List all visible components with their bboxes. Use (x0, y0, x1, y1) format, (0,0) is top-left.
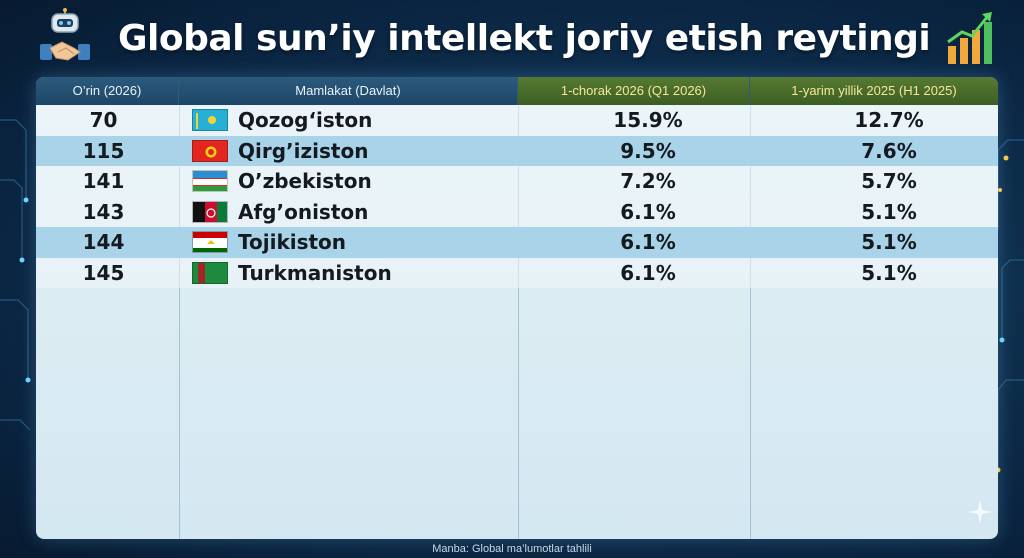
column-header-q1-2026: 1-chorak 2026 (Q1 2026) (518, 77, 750, 105)
table-row: 145 Turkmaniston 6.1% 5.1% (36, 257, 998, 289)
header: Global sun’iy intellekt joriy etish reyt… (0, 0, 1024, 76)
table-header: O’rin (2026) Mamlakat (Davlat) 1-chorak … (36, 77, 998, 105)
rank-cell: 143 (82, 199, 125, 224)
country-name: Afg’oniston (238, 199, 369, 224)
q1-2026-value: 7.2% (620, 169, 676, 193)
table-body: 70 Qozog‘iston 15.9% 12.7% 115 Qirg’izis… (36, 105, 998, 288)
country-name: Turkmaniston (238, 260, 392, 285)
kyrgyzstan-flag-icon (192, 139, 228, 162)
q1-2026-value: 6.1% (620, 230, 676, 254)
column-divider (750, 77, 751, 539)
page-title: Global sun’iy intellekt joriy etish reyt… (118, 18, 931, 59)
h1-2025-value: 12.7% (854, 108, 924, 132)
turkmenistan-flag-icon (192, 261, 228, 284)
h1-2025-value: 5.1% (861, 260, 917, 285)
rank-cell: 144 (82, 230, 125, 254)
country-name: Qirg’iziston (238, 138, 369, 163)
country-cell: Tojikiston (179, 227, 518, 258)
country-name: Qozog‘iston (238, 108, 373, 132)
h1-2025-value: 7.6% (861, 138, 917, 163)
table-row: 115 Qirg’iziston 9.5% 7.6% (36, 135, 998, 167)
kazakhstan-flag-icon (192, 109, 228, 132)
h1-2025-value: 5.1% (861, 199, 917, 224)
column-divider (518, 77, 519, 539)
h1-2025-value: 5.7% (861, 169, 917, 193)
q1-2026-value: 9.5% (620, 138, 676, 163)
table-row: 144 Tojikiston 6.1% 5.1% (36, 227, 998, 258)
source-caption: Manba: Global ma’lumotlar tahlili (432, 543, 592, 555)
country-cell: O’zbekiston (179, 166, 518, 197)
column-header-rank: O’rin (2026) (36, 77, 179, 105)
robot-handshake-icon (40, 8, 90, 61)
uzbekistan-flag-icon (192, 170, 228, 193)
q1-2026-value: 6.1% (620, 199, 676, 224)
country-name: Tojikiston (238, 230, 347, 254)
sparkle-icon (968, 500, 992, 524)
country-cell: Afg’oniston (179, 197, 518, 228)
rank-cell: 145 (82, 260, 125, 285)
q1-2026-value: 6.1% (620, 260, 676, 285)
country-cell: Qozog‘iston (179, 105, 518, 136)
column-header-h1-2025: 1-yarim yillik 2025 (H1 2025) (750, 77, 998, 105)
rank-cell: 115 (82, 138, 125, 163)
tajikistan-flag-icon (192, 231, 228, 254)
afghanistan-flag-icon (192, 200, 228, 223)
country-name: O’zbekiston (238, 169, 372, 193)
growth-chart-icon (947, 12, 992, 64)
country-cell: Qirg’iziston (179, 136, 518, 167)
column-header-country: Mamlakat (Davlat) (179, 77, 518, 105)
column-divider (179, 77, 180, 539)
ranking-table: O’rin (2026) Mamlakat (Davlat) 1-chorak … (36, 77, 998, 539)
rank-cell: 70 (89, 108, 118, 132)
country-cell: Turkmaniston (179, 258, 518, 289)
table-row: 141 O’zbekiston 7.2% 5.7% (36, 166, 998, 197)
h1-2025-value: 5.1% (861, 230, 917, 254)
q1-2026-value: 15.9% (613, 108, 683, 132)
rank-cell: 141 (82, 169, 125, 193)
table-row: 70 Qozog‘iston 15.9% 12.7% (36, 105, 998, 136)
table-row: 143 Afg’oniston 6.1% 5.1% (36, 196, 998, 228)
